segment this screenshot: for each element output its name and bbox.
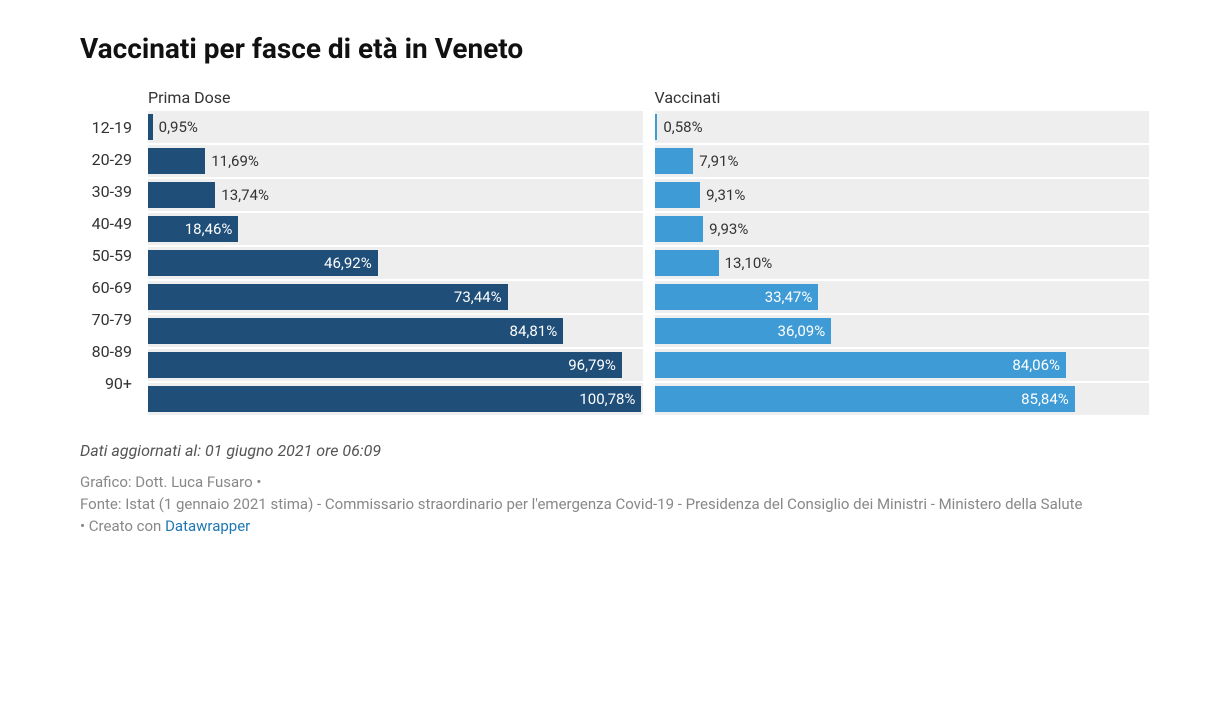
- footer-source: Fonte: Istat (1 gennaio 2021 stima) - Co…: [80, 494, 1149, 516]
- y-axis-label: 12-19: [80, 111, 136, 143]
- bar-value-label: 46,92%: [324, 254, 378, 272]
- bar-fill: 73,44%: [148, 284, 508, 310]
- footer-created: • Creato con Datawrapper: [80, 516, 1149, 538]
- y-axis-label: 40-49: [80, 207, 136, 239]
- bar-value-label: 84,81%: [510, 322, 564, 340]
- bar-row: 73,44%: [148, 281, 643, 313]
- bar-row: 84,06%: [655, 349, 1150, 381]
- bar-fill: [655, 148, 694, 174]
- bar-fill: 100,78%: [148, 386, 641, 412]
- bar-row: 9,93%: [655, 213, 1150, 245]
- chart-container: Vaccinati per fasce di età in Veneto 12-…: [80, 32, 1149, 537]
- footer: Dati aggiornati al: 01 giugno 2021 ore 0…: [80, 439, 1149, 537]
- chart-body: 12-1920-2930-3940-4950-5960-6970-7980-89…: [80, 83, 1149, 417]
- bar-fill: [148, 114, 153, 140]
- bars-prima-dose: 0,95% 11,69% 13,74% 18,46% 46,92% 73,44%84,81…: [148, 111, 643, 417]
- bar-fill: 36,09%: [655, 318, 832, 344]
- bar-row: 0,58%: [655, 111, 1150, 143]
- bar-fill: [655, 250, 719, 276]
- footer-created-prefix: • Creato con: [80, 517, 165, 535]
- bar-row: 11,69%: [148, 145, 643, 177]
- panel-header: Prima Dose: [148, 83, 643, 111]
- bar-row: 85,84%: [655, 383, 1150, 415]
- bar-fill: 18,46%: [148, 216, 238, 242]
- bar-value-label: 18,46%: [185, 220, 239, 238]
- bar-value-label: 13,10%: [719, 254, 773, 272]
- bar-value-label: 13,74%: [215, 186, 269, 204]
- bar-row: 13,10%: [655, 247, 1150, 279]
- bar-row: 33,47%: [655, 281, 1150, 313]
- bar-fill: 84,06%: [655, 352, 1067, 378]
- bar-value-label: 73,44%: [454, 288, 508, 306]
- bar-fill: 84,81%: [148, 318, 563, 344]
- panel-prima-dose: Prima Dose 0,95% 11,69% 13,74% 18,46% 46,92%…: [148, 83, 643, 417]
- y-axis-label: 80-89: [80, 335, 136, 367]
- bar-fill: [148, 182, 215, 208]
- bar-fill: [655, 216, 704, 242]
- bar-row: 0,95%: [148, 111, 643, 143]
- footer-author: Grafico: Dott. Luca Fusaro •: [80, 472, 1149, 494]
- bar-row: 7,91%: [655, 145, 1150, 177]
- bar-row: 96,79%: [148, 349, 643, 381]
- bar-fill: 96,79%: [148, 352, 622, 378]
- y-axis-label: 50-59: [80, 239, 136, 271]
- y-axis-label: 90+: [80, 367, 136, 399]
- bar-value-label: 11,69%: [205, 152, 259, 170]
- chart-title: Vaccinati per fasce di età in Veneto: [80, 32, 1149, 65]
- bar-row: 46,92%: [148, 247, 643, 279]
- bar-row: 13,74%: [148, 179, 643, 211]
- panel-vaccinati: Vaccinati 0,58% 7,91% 9,31% 9,93% 13,10% 33,4…: [655, 83, 1150, 417]
- y-axis-label: 20-29: [80, 143, 136, 175]
- bar-fill: [655, 114, 658, 140]
- bar-row: 36,09%: [655, 315, 1150, 347]
- bar-value-label: 9,31%: [700, 186, 745, 204]
- bar-value-label: 100,78%: [579, 390, 641, 408]
- bar-value-label: 7,91%: [693, 152, 738, 170]
- bar-fill: [655, 182, 701, 208]
- bar-row: 18,46%: [148, 213, 643, 245]
- bar-row: 84,81%: [148, 315, 643, 347]
- bar-row: 9,31%: [655, 179, 1150, 211]
- bar-row: 100,78%: [148, 383, 643, 415]
- bar-fill: [148, 148, 205, 174]
- bar-value-label: 33,47%: [765, 288, 819, 306]
- bar-fill: 46,92%: [148, 250, 378, 276]
- panel-header: Vaccinati: [655, 83, 1150, 111]
- datawrapper-link[interactable]: Datawrapper: [165, 517, 250, 535]
- bar-value-label: 0,58%: [657, 118, 702, 136]
- y-axis-label: 60-69: [80, 271, 136, 303]
- bar-value-label: 84,06%: [1012, 356, 1066, 374]
- footer-update: Dati aggiornati al: 01 giugno 2021 ore 0…: [80, 439, 1149, 462]
- bars-vaccinati: 0,58% 7,91% 9,31% 9,93% 13,10% 33,47% 36,09% 84…: [655, 111, 1150, 417]
- bar-value-label: 36,09%: [778, 322, 832, 340]
- bar-fill: 85,84%: [655, 386, 1075, 412]
- bar-value-label: 0,95%: [153, 118, 198, 136]
- bar-value-label: 9,93%: [703, 220, 748, 238]
- bar-fill: 33,47%: [655, 284, 819, 310]
- bar-value-label: 85,84%: [1021, 390, 1075, 408]
- bar-value-label: 96,79%: [568, 356, 622, 374]
- y-axis-labels: 12-1920-2930-3940-4950-5960-6970-7980-89…: [80, 83, 136, 417]
- y-axis-label: 30-39: [80, 175, 136, 207]
- y-axis-label: 70-79: [80, 303, 136, 335]
